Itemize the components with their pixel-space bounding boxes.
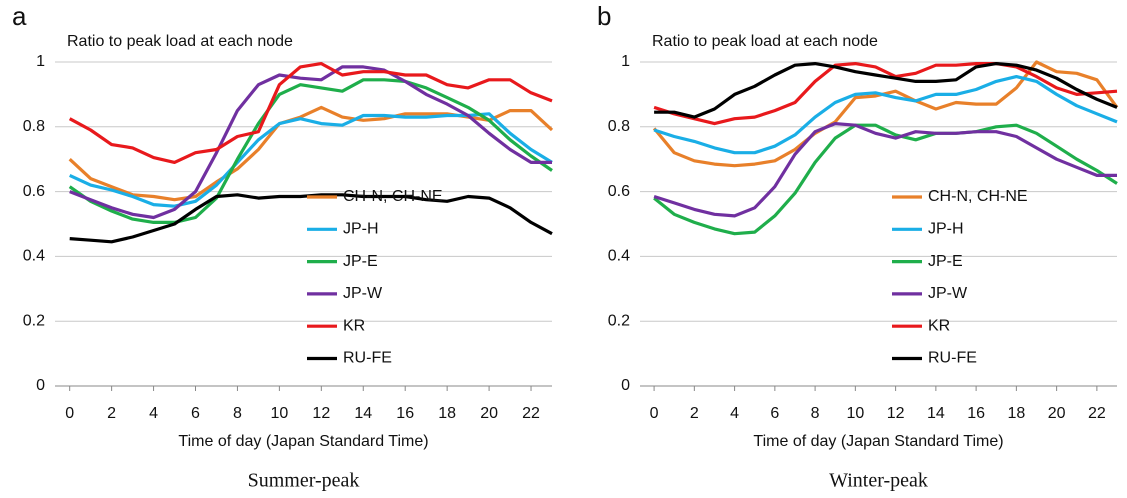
series-line <box>68 62 553 164</box>
x-tick-label: 10 <box>270 405 288 422</box>
series-line <box>68 78 553 224</box>
x-tick-label: 14 <box>354 405 372 422</box>
y-tick-label: 0.2 <box>608 312 630 329</box>
y-tick-label: 1 <box>36 53 45 70</box>
y-tick-label: 0.4 <box>608 248 630 265</box>
legend-label: JP-W <box>343 285 383 302</box>
annotation: Ratio to peak load at each node <box>67 33 293 50</box>
x-tick-label: 2 <box>690 405 699 422</box>
x-tick-label: 6 <box>770 405 779 422</box>
y-tick-label: 0.4 <box>23 248 45 265</box>
y-tick-label: 0.8 <box>23 118 45 135</box>
x-tick-label: 16 <box>396 405 414 422</box>
x-tick-label: 12 <box>312 405 330 422</box>
x-tick-label: 18 <box>1007 405 1025 422</box>
x-tick-label: 8 <box>233 405 242 422</box>
caption: Winter-peak <box>829 470 928 492</box>
y-tick-label: 0.8 <box>608 118 630 135</box>
legend-label: RU-FE <box>928 350 977 367</box>
legend-label: CH-N, CH-NE <box>343 188 443 205</box>
legend-label: KR <box>343 317 365 334</box>
series-line <box>654 62 1118 119</box>
legend-label: CH-N, CH-NE <box>928 188 1028 205</box>
x-tick-label: 0 <box>65 405 74 422</box>
legend-label: KR <box>928 317 950 334</box>
x-tick-label: 22 <box>522 405 540 422</box>
y-tick-label: 0.6 <box>23 183 45 200</box>
legend-label: JP-E <box>928 253 963 270</box>
x-axis-label: Time of day (Japan Standard Time) <box>178 433 428 450</box>
series-line <box>653 75 1118 155</box>
y-tick-label: 1 <box>621 53 630 70</box>
x-tick-label: 20 <box>1048 405 1066 422</box>
legend-label: JP-W <box>928 285 968 302</box>
x-tick-label: 16 <box>967 405 985 422</box>
panel-label: b <box>597 1 611 31</box>
legend-label: JP-H <box>343 221 379 238</box>
series-line <box>69 112 553 208</box>
series-line <box>653 123 1118 236</box>
x-tick-label: 22 <box>1088 405 1106 422</box>
x-tick-label: 18 <box>438 405 456 422</box>
y-tick-label: 0.6 <box>608 183 630 200</box>
panel-label: a <box>12 1 27 31</box>
legend-label: JP-H <box>928 221 964 238</box>
x-tick-label: 14 <box>927 405 945 422</box>
x-tick-label: 10 <box>846 405 864 422</box>
x-tick-label: 12 <box>887 405 905 422</box>
y-tick-label: 0.2 <box>23 312 45 329</box>
series-line <box>653 122 1117 218</box>
series-line <box>69 65 552 220</box>
x-tick-label: 2 <box>107 405 116 422</box>
annotation: Ratio to peak load at each node <box>652 33 878 50</box>
series-line <box>653 62 1118 126</box>
caption: Summer-peak <box>248 470 360 492</box>
y-tick-label: 0 <box>36 377 45 394</box>
x-tick-label: 4 <box>149 405 158 422</box>
y-tick-label: 0 <box>621 377 630 394</box>
x-axis-label: Time of day (Japan Standard Time) <box>753 433 1003 450</box>
x-tick-label: 4 <box>730 405 739 422</box>
x-tick-label: 6 <box>191 405 200 422</box>
x-tick-label: 8 <box>811 405 820 422</box>
legend-label: JP-E <box>343 253 378 270</box>
x-tick-label: 20 <box>480 405 498 422</box>
x-tick-label: 0 <box>650 405 659 422</box>
legend-label: RU-FE <box>343 350 392 367</box>
